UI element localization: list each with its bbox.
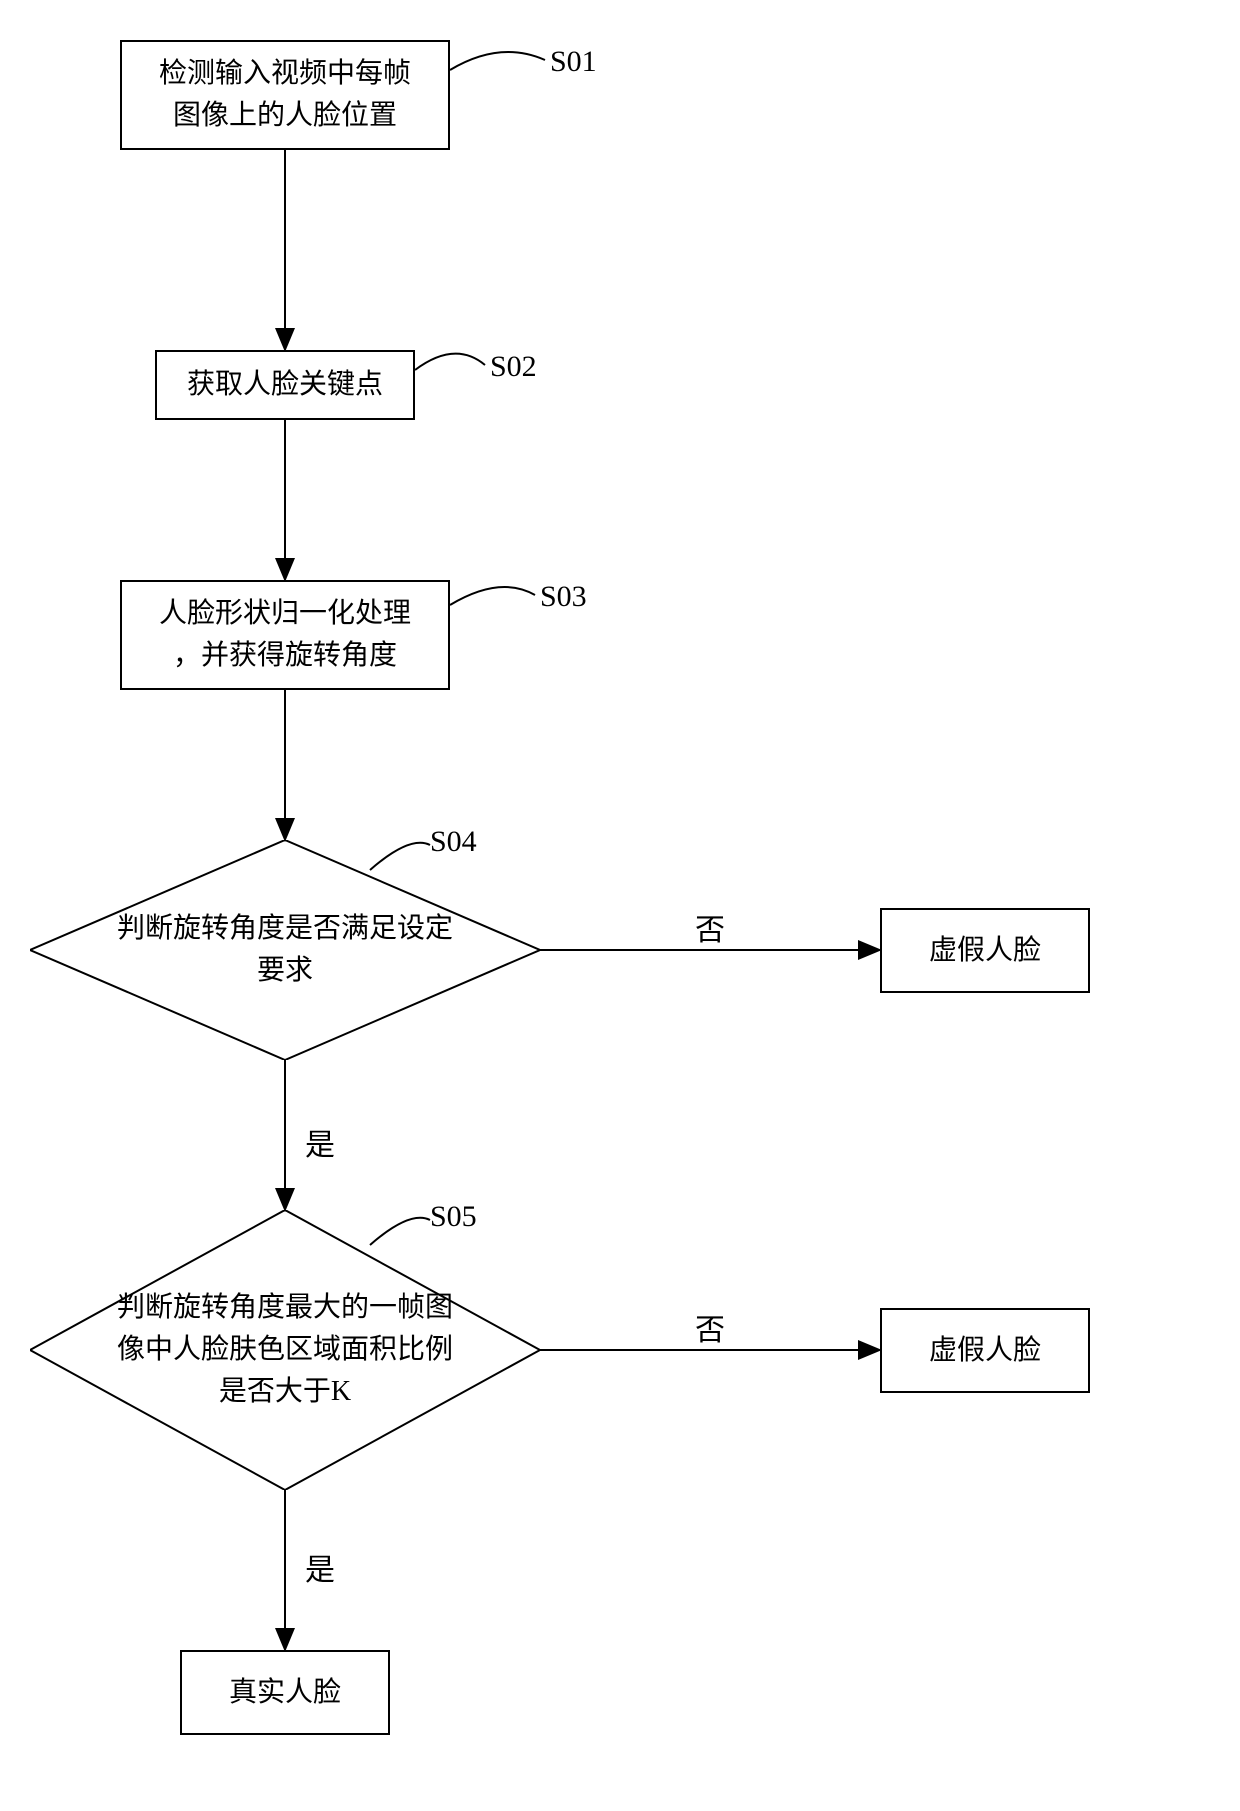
step-s02-label: S02: [490, 350, 537, 384]
step-s02-box: 获取人脸关键点: [155, 350, 415, 420]
result-real-box: 真实人脸: [180, 1650, 390, 1735]
decision-s05: 判断旋转角度最大的一帧图像中人脸肤色区域面积比例是否大于K: [30, 1210, 540, 1490]
result-real-text: 真实人脸: [229, 1672, 341, 1714]
decision-s04: 判断旋转角度是否满足设定要求: [30, 840, 540, 1060]
edge-s04-no-label: 否: [695, 905, 725, 949]
decision-s04-text: 判断旋转角度是否满足设定要求: [117, 908, 453, 992]
decision-s05-text: 判断旋转角度最大的一帧图像中人脸肤色区域面积比例是否大于K: [117, 1287, 453, 1413]
edge-s04-yes-label: 是: [305, 1120, 335, 1164]
step-s01-label: S01: [550, 45, 597, 79]
step-s03-label: S03: [540, 580, 587, 614]
step-s03-box: 人脸形状归一化处理，并获得旋转角度: [120, 580, 450, 690]
step-s01-box: 检测输入视频中每帧图像上的人脸位置: [120, 40, 450, 150]
step-s02-text: 获取人脸关键点: [187, 364, 383, 406]
step-s01-text: 检测输入视频中每帧图像上的人脸位置: [159, 53, 411, 137]
result-fake1-box: 虚假人脸: [880, 908, 1090, 993]
step-s03-text: 人脸形状归一化处理，并获得旋转角度: [159, 593, 411, 677]
edge-s05-yes-label: 是: [305, 1545, 335, 1589]
edge-s05-no-label: 否: [695, 1305, 725, 1349]
result-fake2-box: 虚假人脸: [880, 1308, 1090, 1393]
result-fake2-text: 虚假人脸: [929, 1330, 1041, 1372]
result-fake1-text: 虚假人脸: [929, 930, 1041, 972]
